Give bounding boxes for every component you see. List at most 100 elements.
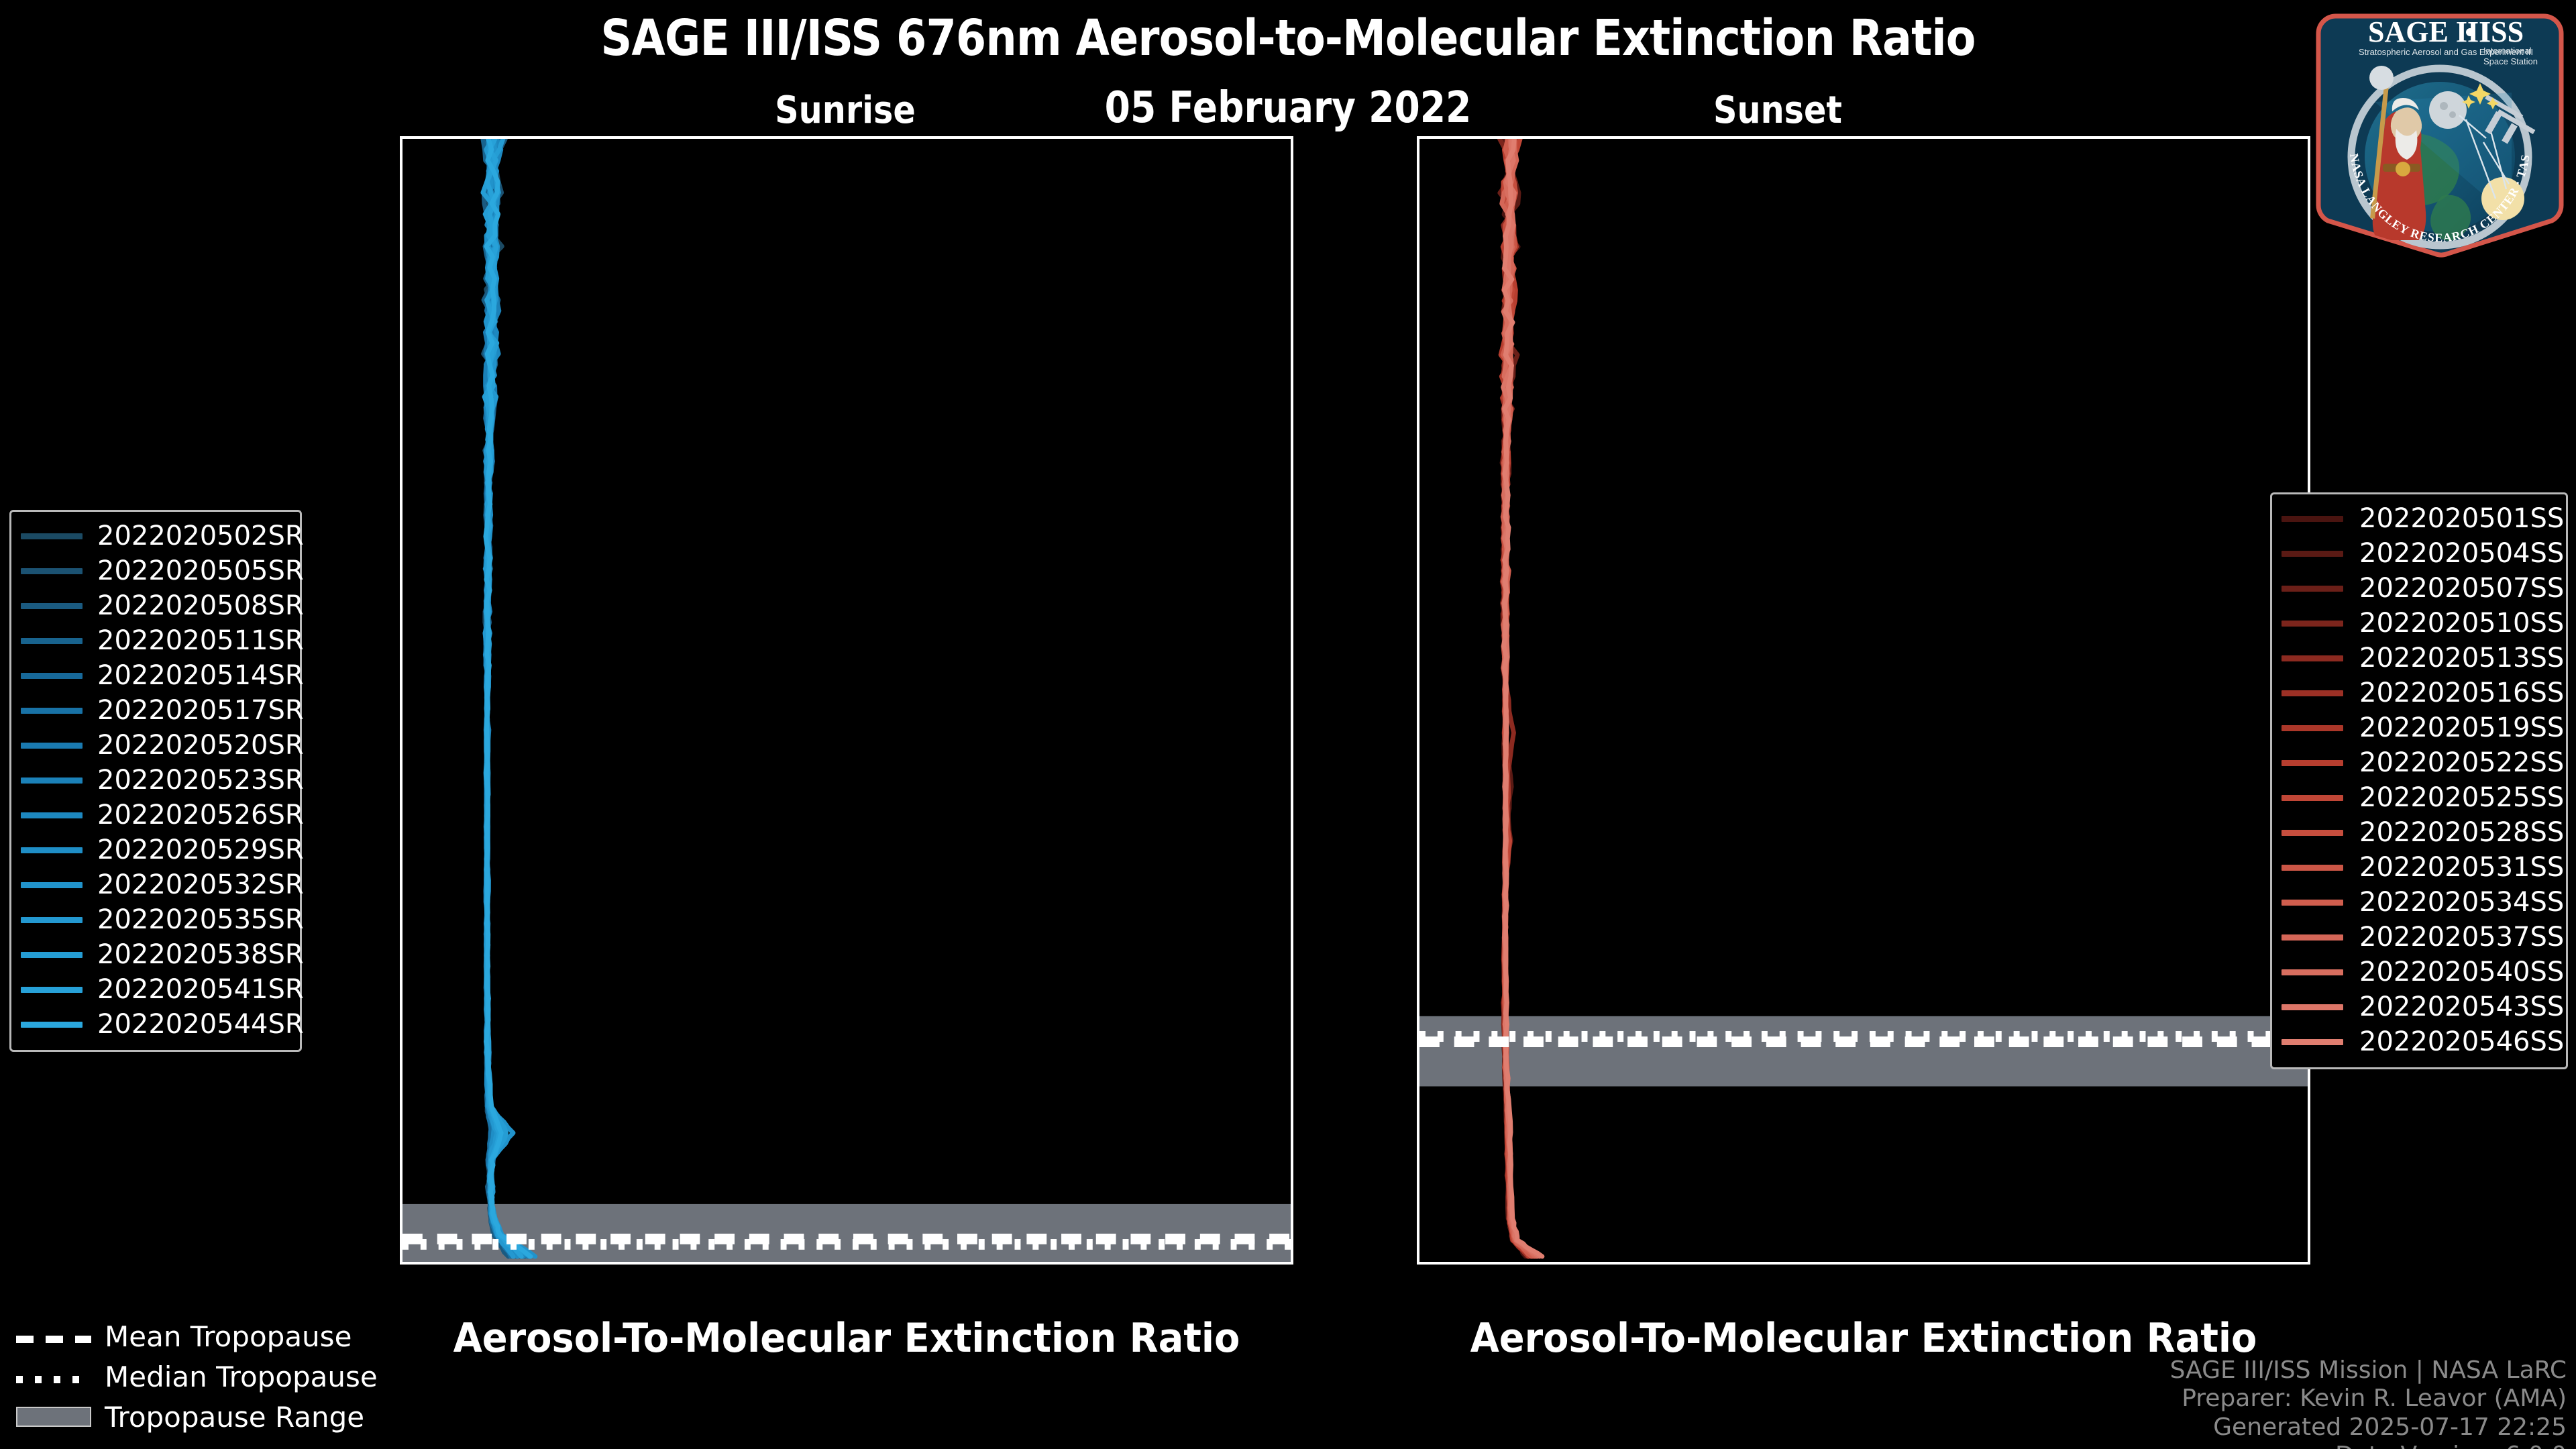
credits-data-version: Data Version: 6.0.0 bbox=[2170, 1442, 2567, 1449]
legend-item-label: 2022020529SR bbox=[97, 835, 304, 865]
legend-item[interactable]: 2022020520SR bbox=[21, 728, 304, 763]
legend-item-label: 2022020532SR bbox=[97, 869, 304, 900]
legend-item[interactable]: 2022020528SS bbox=[2282, 815, 2564, 850]
logo-subtitle-left: Stratospheric Aerosol and Gas Experiment… bbox=[2359, 47, 2533, 57]
legend-item[interactable]: 2022020538SR bbox=[21, 937, 304, 972]
legend-color-swatch bbox=[21, 812, 83, 818]
legend-item-label: 2022020523SR bbox=[97, 765, 304, 796]
legend-item-label: 2022020541SR bbox=[97, 974, 304, 1005]
credits-generated: Generated 2025-07-17 22:25 bbox=[2213, 1413, 2567, 1441]
legend-color-swatch bbox=[2282, 829, 2343, 836]
legend-item[interactable]: 2022020513SS bbox=[2282, 641, 2564, 676]
legend-color-swatch bbox=[21, 672, 83, 679]
x-tick bbox=[1660, 1262, 1663, 1265]
figure-date: 05 February 2022 bbox=[1104, 83, 1472, 133]
legend-color-swatch bbox=[21, 533, 83, 539]
legend-item[interactable]: 2022020514SR bbox=[21, 658, 304, 693]
legend-item[interactable]: 2022020508SR bbox=[21, 588, 304, 623]
tropopause-range-label: Tropopause Range bbox=[105, 1400, 365, 1434]
sunrise-series-legend[interactable]: 2022020502SR 2022020505SR 2022020508SR 2022… bbox=[9, 510, 304, 1052]
legend-item-label: 2022020517SR bbox=[97, 695, 304, 726]
legend-item[interactable]: 2022020532SR bbox=[21, 867, 304, 902]
filled-band-icon bbox=[16, 1407, 91, 1427]
sunset-profile-curves bbox=[1419, 139, 2308, 1259]
legend-color-swatch bbox=[21, 568, 83, 574]
legend-item-label: 2022020513SS bbox=[2359, 643, 2565, 674]
legend-item[interactable]: 2022020504SS bbox=[2282, 536, 2564, 571]
legend-item[interactable]: 2022020522SS bbox=[2282, 745, 2564, 780]
legend-item[interactable]: 2022020517SR bbox=[21, 693, 304, 728]
legend-item[interactable]: 2022020534SS bbox=[2282, 885, 2564, 920]
legend-item[interactable]: 2022020546SS bbox=[2282, 1024, 2564, 1059]
x-tick bbox=[967, 1262, 969, 1265]
x-tick bbox=[2145, 1262, 2147, 1265]
legend-item[interactable]: 2022020501SS bbox=[2282, 501, 2564, 536]
credits-block: SAGE III/ISS Mission | NASA LaRC Prepare… bbox=[2170, 1356, 2567, 1449]
legend-item[interactable]: 2022020516SS bbox=[2282, 676, 2564, 710]
legend-item[interactable]: 2022020525SS bbox=[2282, 780, 2564, 815]
sunrise-profile-curves bbox=[402, 139, 1291, 1262]
legend-color-swatch bbox=[2282, 899, 2343, 906]
legend-item[interactable]: 2022020540SS bbox=[2282, 955, 2564, 989]
credits-mission: SAGE III/ISS Mission | NASA LaRC bbox=[2169, 1356, 2567, 1384]
legend-item[interactable]: 2022020544SR bbox=[21, 1007, 304, 1042]
legend-item-tropopause-range: Tropopause Range bbox=[16, 1397, 392, 1437]
wizard-figure bbox=[2369, 66, 2426, 240]
legend-item-median-tropopause: Median Tropopause bbox=[16, 1356, 392, 1397]
legend-item[interactable]: 2022020526SR bbox=[21, 798, 304, 833]
legend-item-label: 2022020525SS bbox=[2359, 782, 2565, 813]
legend-item[interactable]: 2022020531SS bbox=[2282, 850, 2564, 885]
legend-item[interactable]: 2022020529SR bbox=[21, 833, 304, 867]
logo-title-iss: ISS bbox=[2479, 15, 2524, 48]
x-tick bbox=[1499, 1262, 1501, 1265]
legend-item[interactable]: 2022020507SS bbox=[2282, 571, 2564, 606]
credits-preparer: Preparer: Kevin R. Leavor (AMA) bbox=[2182, 1385, 2567, 1413]
legend-item[interactable]: 2022020502SR bbox=[21, 519, 304, 553]
x-tick bbox=[805, 1262, 808, 1265]
legend-item-label: 2022020544SR bbox=[97, 1009, 304, 1040]
legend-item[interactable]: 2022020543SS bbox=[2282, 989, 2564, 1024]
legend-item-label: 2022020502SR bbox=[97, 521, 304, 551]
x-tick bbox=[1822, 1262, 1825, 1265]
dashed-line-icon bbox=[16, 1335, 91, 1343]
legend-color-swatch bbox=[21, 951, 83, 958]
median-tropopause-label: Median Tropopause bbox=[105, 1360, 378, 1393]
profile-line bbox=[1501, 139, 1545, 1259]
sunset-panel-heading: Sunset bbox=[1713, 89, 1842, 132]
legend-color-swatch bbox=[2282, 794, 2343, 801]
legend-item[interactable]: 2022020537SS bbox=[2282, 920, 2564, 955]
legend-item[interactable]: 2022020510SS bbox=[2282, 606, 2564, 641]
legend-item-mean-tropopause: Mean Tropopause bbox=[16, 1316, 392, 1356]
legend-color-swatch bbox=[21, 707, 83, 714]
legend-item-label: 2022020537SS bbox=[2359, 922, 2565, 953]
legend-color-swatch bbox=[2282, 585, 2343, 592]
page-title: SAGE III/ISS 676nm Aerosol-to-Molecular … bbox=[600, 9, 1976, 67]
legend-item-label: 2022020505SR bbox=[97, 555, 304, 586]
legend-item-label: 2022020534SS bbox=[2359, 887, 2565, 918]
legend-item-label: 2022020501SS bbox=[2359, 503, 2565, 534]
sunrise-panel-heading: Sunrise bbox=[775, 89, 916, 132]
legend-color-swatch bbox=[21, 742, 83, 749]
x-tick bbox=[482, 1262, 484, 1265]
x-tick bbox=[1128, 1262, 1130, 1265]
legend-item[interactable]: 2022020541SR bbox=[21, 972, 304, 1007]
sunset-series-legend[interactable]: 2022020501SS 2022020504SS 2022020507SS 2022… bbox=[2270, 492, 2568, 1069]
tropopause-range-band bbox=[1419, 1016, 2308, 1087]
legend-item[interactable]: 2022020523SR bbox=[21, 763, 304, 798]
legend-color-swatch bbox=[2282, 690, 2343, 696]
legend-color-swatch bbox=[2282, 1004, 2343, 1010]
legend-item-label: 2022020538SR bbox=[97, 939, 304, 970]
legend-item-label: 2022020514SR bbox=[97, 660, 304, 691]
legend-color-swatch bbox=[2282, 934, 2343, 941]
legend-item-label: 2022020531SS bbox=[2359, 852, 2565, 883]
legend-item-label: 2022020528SS bbox=[2359, 817, 2565, 848]
legend-item[interactable]: 2022020505SR bbox=[21, 553, 304, 588]
legend-item[interactable]: 2022020519SS bbox=[2282, 710, 2564, 745]
legend-color-swatch bbox=[2282, 724, 2343, 731]
legend-color-swatch bbox=[2282, 969, 2343, 975]
legend-item[interactable]: 2022020511SR bbox=[21, 623, 304, 658]
legend-item-label: 2022020511SR bbox=[97, 625, 304, 656]
legend-item[interactable]: 2022020535SR bbox=[21, 902, 304, 937]
legend-item-label: 2022020520SR bbox=[97, 730, 304, 761]
legend-item-label: 2022020543SS bbox=[2359, 991, 2565, 1022]
